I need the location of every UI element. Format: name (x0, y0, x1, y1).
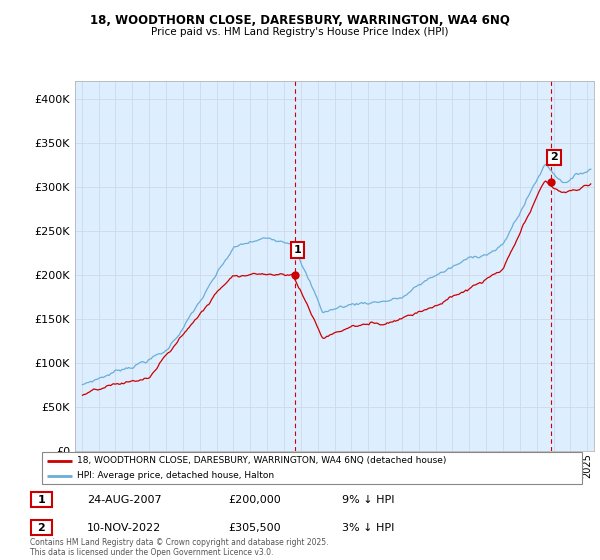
Text: 3% ↓ HPI: 3% ↓ HPI (342, 522, 394, 533)
Text: 10-NOV-2022: 10-NOV-2022 (87, 522, 161, 533)
Text: 2: 2 (38, 522, 45, 533)
Text: 24-AUG-2007: 24-AUG-2007 (87, 494, 161, 505)
Text: £200,000: £200,000 (228, 494, 281, 505)
Text: 9% ↓ HPI: 9% ↓ HPI (342, 494, 395, 505)
Text: Price paid vs. HM Land Registry's House Price Index (HPI): Price paid vs. HM Land Registry's House … (151, 27, 449, 37)
Text: 18, WOODTHORN CLOSE, DARESBURY, WARRINGTON, WA4 6NQ: 18, WOODTHORN CLOSE, DARESBURY, WARRINGT… (90, 14, 510, 27)
Text: 2: 2 (550, 152, 558, 162)
Text: 1: 1 (38, 494, 45, 505)
Text: £305,500: £305,500 (228, 522, 281, 533)
Text: Contains HM Land Registry data © Crown copyright and database right 2025.
This d: Contains HM Land Registry data © Crown c… (30, 538, 329, 557)
FancyBboxPatch shape (31, 492, 52, 507)
Text: 18, WOODTHORN CLOSE, DARESBURY, WARRINGTON, WA4 6NQ (detached house): 18, WOODTHORN CLOSE, DARESBURY, WARRINGT… (77, 456, 446, 465)
FancyBboxPatch shape (42, 452, 582, 484)
Text: 1: 1 (293, 245, 301, 255)
FancyBboxPatch shape (31, 520, 52, 535)
Text: HPI: Average price, detached house, Halton: HPI: Average price, detached house, Halt… (77, 471, 274, 480)
